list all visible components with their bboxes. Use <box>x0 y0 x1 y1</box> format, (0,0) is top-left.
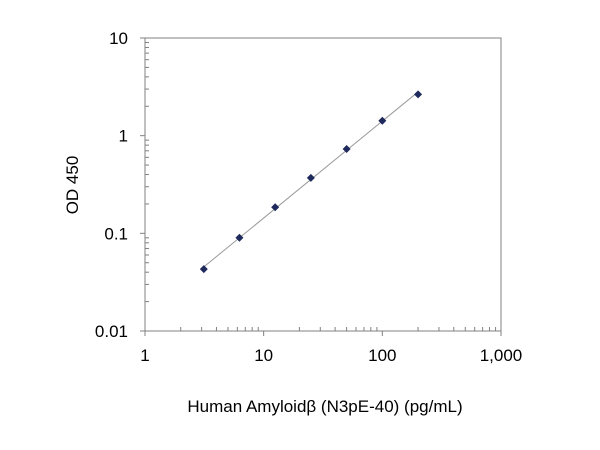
y-axis-title: OD 450 <box>63 156 82 215</box>
x-axis-title: Human Amyloidβ (N3pE-40) (pg/mL) <box>187 397 462 416</box>
x-major-ticks <box>144 331 502 336</box>
y-tick-label: 0.01 <box>95 322 128 341</box>
x-tick-label: 100 <box>368 346 396 365</box>
data-point <box>199 265 208 274</box>
x-tick-label: 10 <box>254 346 273 365</box>
data-point <box>342 145 351 154</box>
x-tick-labels: 1 10 100 1,000 <box>140 346 522 365</box>
y-tick-label: 10 <box>109 29 128 48</box>
x-minor-ticks <box>180 327 497 331</box>
data-point <box>414 90 423 99</box>
y-tick-label: 0.1 <box>104 224 128 243</box>
data-point <box>235 233 244 242</box>
y-tick-labels: 10 1 0.1 0.01 <box>95 29 128 341</box>
y-major-ticks <box>140 37 145 332</box>
data-point <box>306 173 315 182</box>
y-minor-ticks <box>145 41 149 303</box>
data-points <box>199 90 423 274</box>
data-point <box>378 116 387 125</box>
y-tick-label: 1 <box>119 127 128 146</box>
plot-area <box>144 37 502 332</box>
x-tick-label: 1 <box>140 346 149 365</box>
x-tick-label: 1,000 <box>480 346 523 365</box>
data-point <box>271 203 280 212</box>
